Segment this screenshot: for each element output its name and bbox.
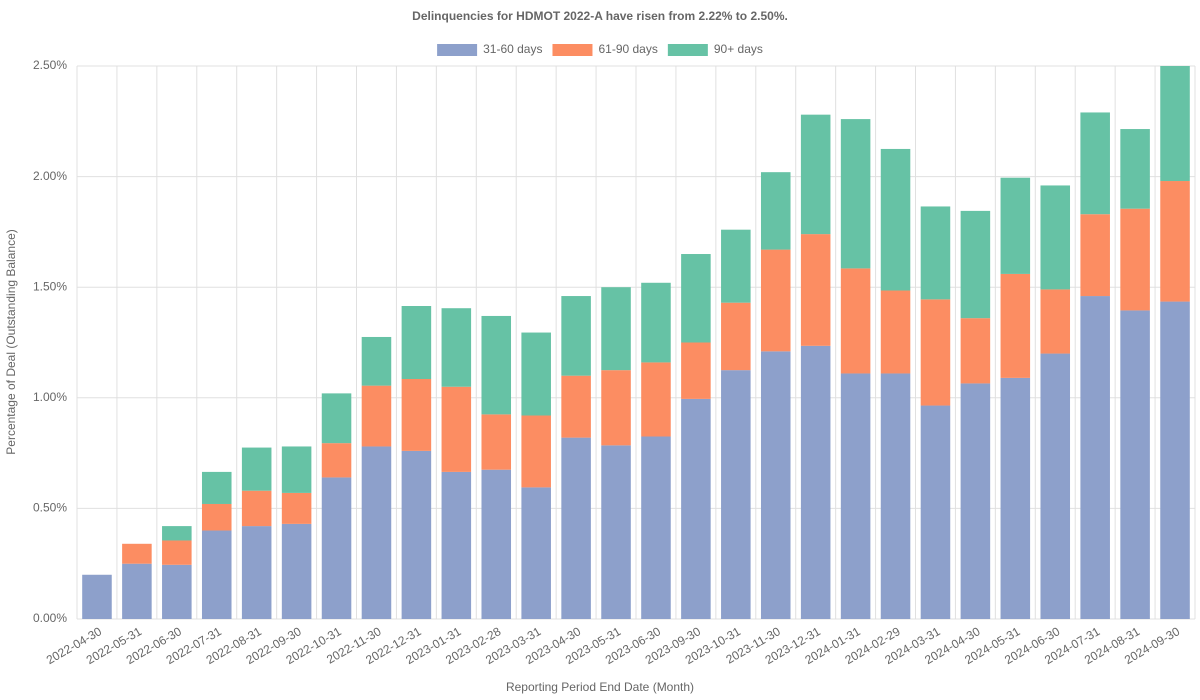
bar-segment	[401, 378, 432, 451]
bar-segment	[1120, 310, 1150, 619]
bar-segment	[1040, 185, 1071, 290]
legend-label: 90+ days	[714, 42, 763, 56]
bar-segment	[561, 296, 591, 376]
legend-swatch	[552, 44, 593, 56]
bar-segment	[201, 530, 232, 619]
bar-segment	[760, 172, 791, 250]
bar-segment	[920, 206, 951, 300]
y-axis-title: Percentage of Deal (Outstanding Balance)	[4, 229, 18, 454]
bar-segment	[162, 564, 192, 619]
legend-label: 61-90 days	[598, 42, 657, 56]
bar-segment	[641, 282, 671, 363]
bar-segment	[401, 450, 432, 619]
bar-segment	[681, 342, 711, 399]
bar-segment	[321, 393, 352, 444]
bar-segment	[840, 119, 871, 269]
bar-segment	[162, 526, 192, 541]
bar-segment	[401, 306, 432, 379]
bar-segment	[1080, 296, 1110, 619]
bar-segment	[721, 302, 751, 371]
bar-segment	[840, 373, 871, 619]
bar-segment	[281, 523, 312, 619]
bar-segment	[800, 114, 831, 235]
legend-swatch	[667, 44, 708, 56]
bar-segment	[1160, 66, 1190, 182]
bar-segment	[361, 385, 392, 447]
bar-segment	[760, 351, 791, 619]
bar-segment	[1000, 377, 1031, 619]
bar-segment	[361, 446, 392, 619]
bar-segment	[920, 405, 951, 619]
legend-label: 31-60 days	[483, 42, 542, 56]
bar-segment	[441, 308, 472, 387]
bar-segment	[920, 299, 951, 406]
y-tick-label: 1.00%	[33, 390, 67, 404]
bar-segment	[561, 375, 591, 438]
bar-segment	[321, 443, 352, 478]
y-tick-label: 0.50%	[33, 501, 67, 515]
bar-segment	[1040, 353, 1071, 619]
bar-segment	[201, 471, 232, 504]
bar-segment	[641, 362, 671, 437]
bar-segment	[281, 492, 312, 524]
bar-segment	[1160, 301, 1190, 619]
y-tick-label: 2.50%	[33, 58, 67, 72]
y-tick-label: 0.00%	[33, 611, 67, 625]
bar-segment	[481, 469, 512, 619]
bar-segment	[241, 490, 272, 527]
bar-segment	[321, 477, 352, 619]
bar-segment	[880, 373, 911, 619]
bar-segment	[601, 445, 631, 619]
bar-segment	[800, 234, 831, 346]
bar-segment	[1040, 289, 1071, 354]
bar-segment	[481, 414, 512, 470]
bar-segment	[521, 332, 551, 416]
bar-segment	[880, 148, 911, 291]
bar-segment	[521, 487, 551, 619]
bar-segment	[201, 503, 232, 531]
bar-segment	[681, 254, 711, 343]
bar-segment	[561, 437, 591, 619]
bar-segment	[601, 287, 631, 371]
bar-segment	[960, 383, 991, 619]
bar-segment	[441, 386, 472, 472]
bar-segment	[241, 447, 272, 491]
y-tick-label: 2.00%	[33, 169, 67, 183]
bar-segment	[162, 540, 192, 565]
bar-segment	[1120, 129, 1150, 209]
y-tick-label: 1.50%	[33, 279, 67, 293]
bar-segment	[281, 446, 312, 493]
bar-segment	[641, 436, 671, 619]
x-axis-title: Reporting Period End Date (Month)	[506, 680, 694, 694]
chart-title: Delinquencies for HDMOT 2022-A have rise…	[412, 9, 788, 23]
bar-segment	[721, 229, 751, 303]
bar-segment	[82, 574, 112, 619]
bar-segment	[1160, 181, 1190, 302]
bar-segment	[1000, 177, 1031, 274]
bar-segment	[241, 526, 272, 619]
bar-segment	[1120, 208, 1150, 311]
legend-swatch	[437, 44, 478, 56]
bar-segment	[122, 543, 152, 564]
bar-segment	[361, 336, 392, 386]
bar-segment	[601, 370, 631, 446]
bar-segment	[681, 398, 711, 619]
bar-segment	[441, 471, 472, 619]
bar-segment	[800, 345, 831, 619]
bar-segment	[521, 415, 551, 488]
bar-segment	[1000, 273, 1031, 378]
bar-segment	[880, 290, 911, 374]
bar-segment	[122, 563, 152, 619]
bar-segment	[1080, 214, 1110, 297]
bar-segment	[840, 268, 871, 374]
bar-segment	[721, 370, 751, 619]
bar-segment	[960, 318, 991, 384]
bar-segment	[481, 315, 512, 415]
bar-segment	[960, 210, 991, 319]
bar-segment	[760, 249, 791, 352]
bar-segment	[1080, 112, 1110, 215]
